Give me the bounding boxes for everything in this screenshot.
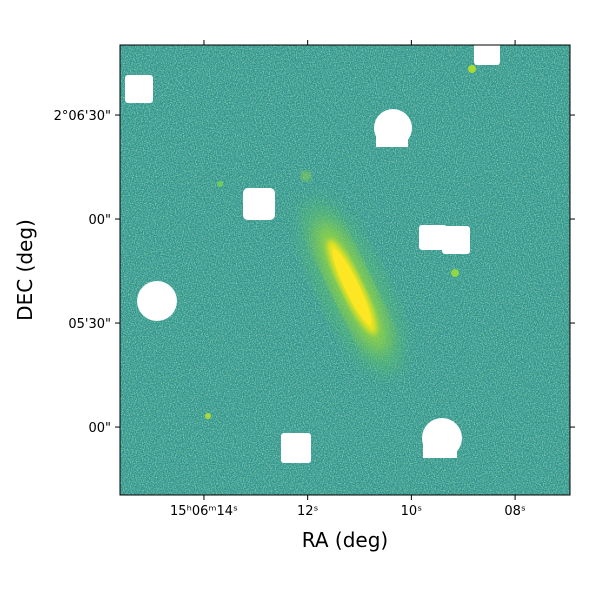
x-axis-label: RA (deg) bbox=[302, 528, 388, 552]
frame bbox=[119, 44, 571, 496]
x-tick-label: 08ˢ bbox=[504, 504, 526, 519]
star bbox=[301, 171, 311, 181]
x-tick-label: 15ʰ06ᵐ14ˢ bbox=[170, 504, 238, 519]
x-tick-label: 12ˢ bbox=[297, 504, 319, 519]
star bbox=[217, 181, 223, 187]
masks bbox=[125, 45, 500, 463]
star bbox=[451, 269, 459, 277]
star bbox=[205, 413, 211, 419]
x-tick-label: 10ˢ bbox=[401, 504, 423, 519]
y-tick-label: 00" bbox=[88, 213, 111, 228]
star bbox=[468, 65, 476, 73]
galaxy bbox=[301, 200, 403, 374]
y-tick-label: 00" bbox=[88, 421, 111, 436]
y-axis-label: DEC (deg) bbox=[13, 219, 37, 321]
y-tick-label: 2°06'30" bbox=[54, 109, 111, 124]
y-tick-label: 05'30" bbox=[68, 317, 111, 332]
image bbox=[120, 45, 570, 495]
